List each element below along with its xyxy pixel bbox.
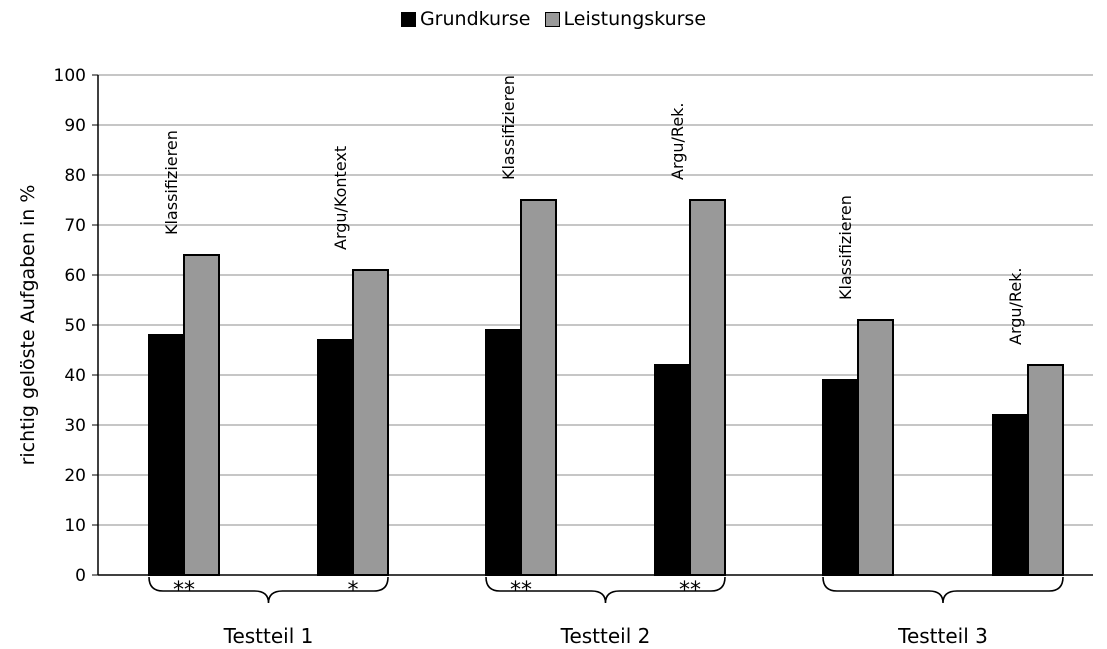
y-tick-label-50: 50 [64,316,86,336]
group-label-3: Testteil 3 [897,624,988,648]
legend-swatch-leistungskurse [544,11,560,27]
group-brace-1 [148,576,389,604]
bar-grundkurse-1 [317,339,354,576]
group-label-1: Testteil 1 [223,624,314,648]
legend-item-leistungskurse: Leistungskurse [544,8,707,30]
category-label-2: Klassifizieren [499,75,518,180]
legend-label-grundkurse: Grundkurse [419,8,531,30]
y-tick-label-70: 70 [64,216,86,236]
bar-leistungskurse-2 [520,199,557,576]
category-label-4: Klassifizieren [836,195,855,300]
y-axis-title: richtig gelöste Aufgaben in % [17,185,39,466]
y-tick-label-100: 100 [54,66,86,86]
y-tick-label-40: 40 [64,366,86,386]
bar-grundkurse-3 [654,364,691,576]
group-brace-3 [822,576,1064,604]
group-brace-2 [485,576,726,604]
y-tick-label-10: 10 [64,516,86,536]
bar-grundkurse-0 [148,334,185,576]
legend-label-leistungskurse: Leistungskurse [563,8,707,30]
y-tick-label-80: 80 [64,166,86,186]
bar-grundkurse-4 [822,379,859,576]
bar-leistungskurse-5 [1027,364,1064,576]
y-tick-label-90: 90 [64,116,86,136]
bar-leistungskurse-4 [857,319,894,576]
category-label-3: Argu/Rek. [668,102,687,180]
category-label-1: Argu/Kontext [331,146,350,250]
y-tick-label-20: 20 [64,466,86,486]
significance-mark-1: * [348,578,359,603]
y-tick-label-0: 0 [75,566,86,586]
legend-swatch-grundkurse [400,11,416,27]
bar-leistungskurse-3 [689,199,726,576]
category-label-0: Klassifizieren [162,130,181,235]
y-tick-label-60: 60 [64,266,86,286]
bar-leistungskurse-1 [352,269,389,576]
bar-leistungskurse-0 [183,254,220,576]
bar-grundkurse-2 [485,329,522,576]
significance-mark-2: ** [510,578,532,603]
significance-mark-3: ** [679,578,701,603]
category-label-5: Argu/Rek. [1006,267,1025,345]
bar-grundkurse-5 [992,414,1029,576]
group-label-2: Testteil 2 [560,624,651,648]
significance-mark-0: ** [173,578,195,603]
y-tick-label-30: 30 [64,416,86,436]
legend: Grundkurse Leistungskurse [0,8,1107,32]
legend-item-grundkurse: Grundkurse [400,8,531,30]
